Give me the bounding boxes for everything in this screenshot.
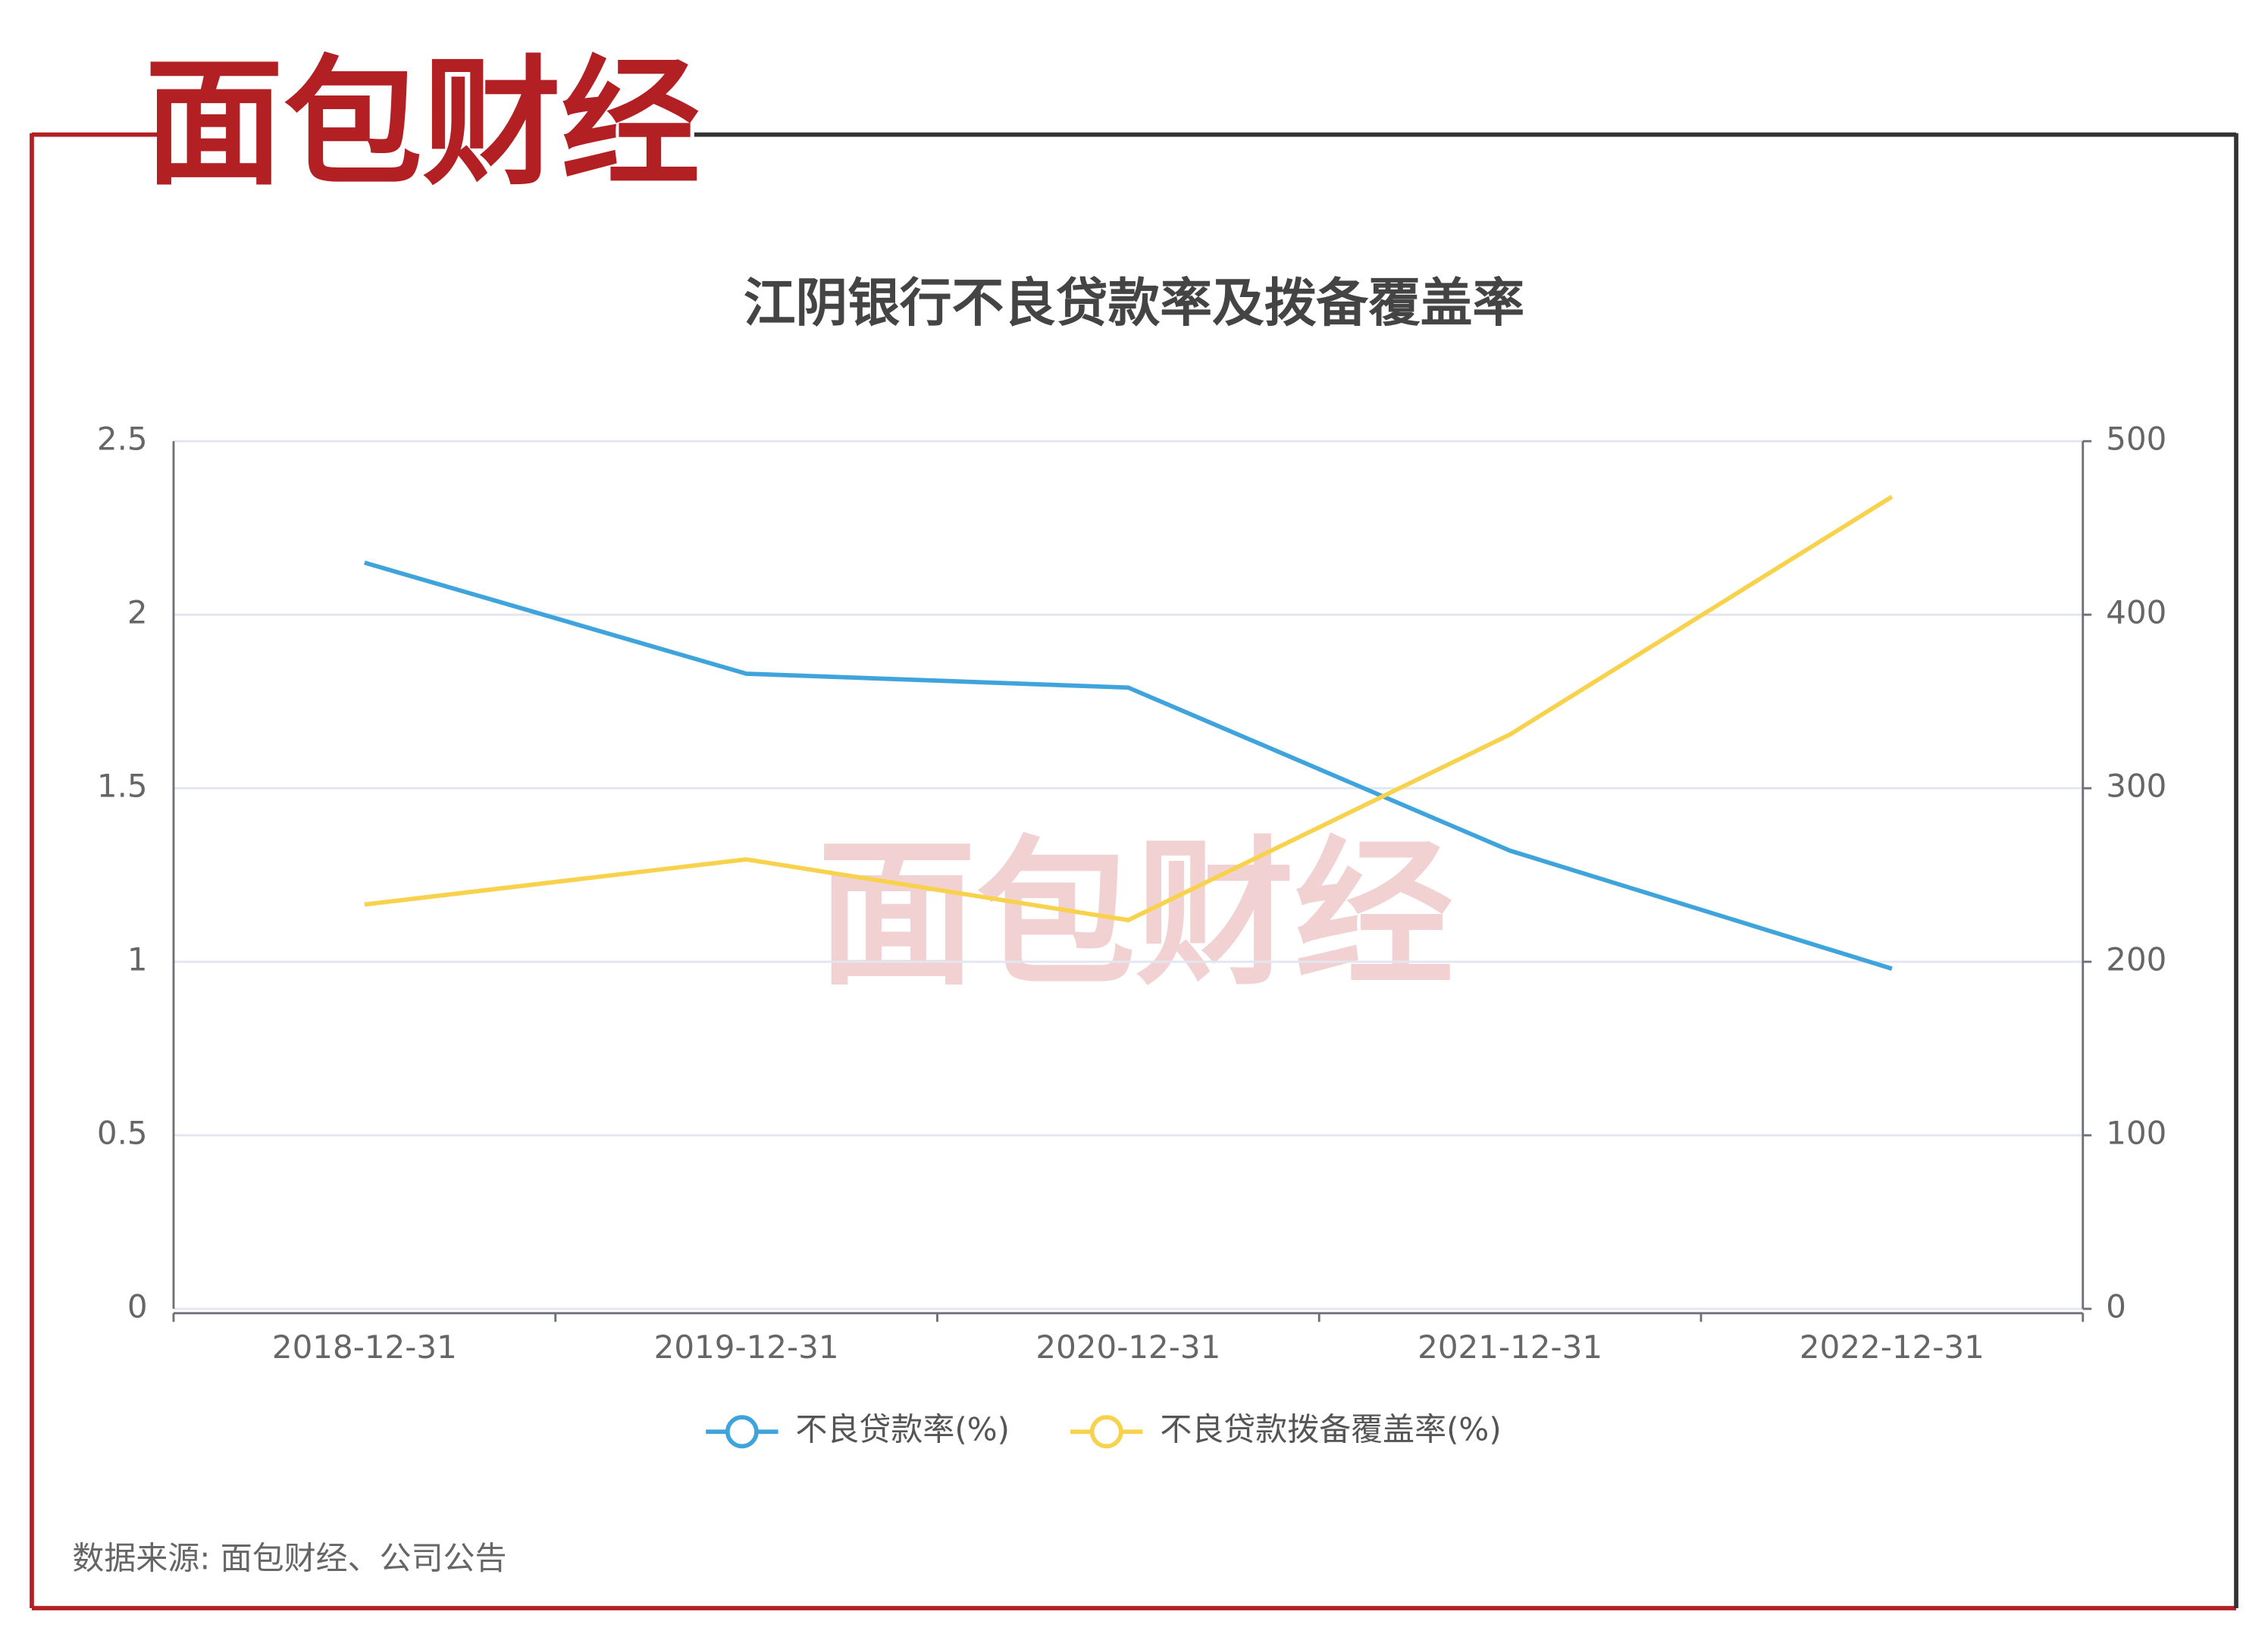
y-tick-label: 2.5: [97, 421, 148, 458]
x-tick-label: 2021-12-31: [1418, 1328, 1602, 1366]
y2-tick-label: 300: [2106, 768, 2166, 805]
y-tick-label: 1.5: [97, 768, 148, 805]
y2-tick-label: 400: [2106, 594, 2166, 631]
y2-tick-label: 0: [2106, 1288, 2126, 1325]
y-tick-label: 0: [127, 1288, 148, 1325]
logo: 面包财经: [145, 43, 700, 205]
legend-marker: [1089, 1415, 1123, 1449]
series-line: [364, 560, 1893, 971]
y2-tick-label: 500: [2106, 421, 2166, 458]
chart-title: 江阴银行不良贷款率及拨备覆盖率: [744, 274, 1524, 334]
legend-label: 不良贷款率(%): [795, 1411, 1009, 1448]
y2-tick-label: 200: [2106, 941, 2166, 978]
legend-marker: [725, 1415, 759, 1449]
x-tick-label: 2020-12-31: [1035, 1328, 1220, 1366]
y-tick-label: 0.5: [97, 1115, 148, 1152]
y-tick-label: 2: [127, 594, 148, 631]
x-tick-label: 2019-12-31: [654, 1328, 839, 1366]
series-line: [364, 494, 1894, 923]
y-tick-label: 1: [127, 941, 148, 978]
source-note: 数据来源: 面包财经、公司公告: [72, 1540, 506, 1577]
y2-tick-label: 100: [2106, 1115, 2166, 1152]
legend-label: 不良贷款拨备覆盖率(%): [1160, 1411, 1501, 1448]
x-tick-label: 2018-12-31: [272, 1328, 457, 1366]
x-tick-label: 2022-12-31: [1800, 1328, 1984, 1366]
